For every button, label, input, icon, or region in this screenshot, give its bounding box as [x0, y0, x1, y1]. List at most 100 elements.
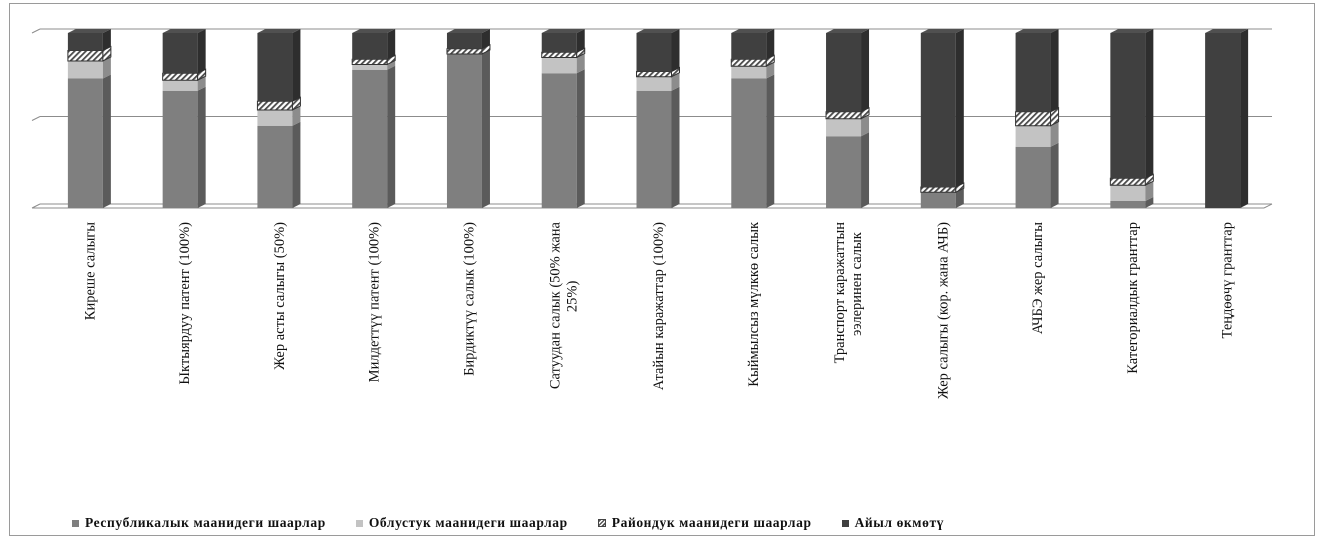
bar-segment-republican-side — [955, 188, 964, 208]
category-label-line: Жер салыгы (кор. жана АЧБ) — [935, 222, 951, 399]
legend-item-aiyl-okmotu: Айыл өкмөтү — [841, 515, 944, 531]
bar-segment-aiyl-okmotu-front — [1205, 33, 1241, 208]
bar-segment-oblast-front — [257, 110, 293, 126]
bar-segment-district-front — [162, 72, 199, 81]
bar-segment-oblast-side — [766, 62, 775, 79]
bar-segment-district — [256, 96, 301, 111]
bar-segment-republican — [826, 132, 870, 208]
legend-swatch-aiyl-okmotu — [841, 519, 849, 527]
bar-segment-oblast-side — [576, 53, 585, 74]
bar-segment-republican — [731, 74, 775, 208]
bar-stack — [256, 29, 301, 208]
legend-swatch-district-cities — [597, 519, 606, 527]
bar-segment-republican-front — [826, 136, 862, 208]
bar-stack — [541, 29, 586, 208]
category-label: Жер салыгы (кор. жана АЧБ) — [935, 222, 951, 399]
category-label: Кыймылсыз мүлккө салык — [746, 221, 762, 387]
bar-segment-oblast-side — [1145, 181, 1154, 201]
bar-segment-oblast — [541, 53, 585, 74]
category-label-line: Транспорт каражаттын — [832, 222, 848, 364]
bar-layer — [67, 29, 1249, 208]
bar-segment-district-front — [920, 186, 957, 193]
bar-stack — [920, 29, 965, 208]
category-label: Бирдиктүү салык (100%) — [461, 222, 477, 376]
bar-segment-aiyl-okmotu-front — [636, 33, 672, 72]
bar-segment-aiyl-okmotu — [257, 29, 301, 102]
bar-segment-aiyl-okmotu-side — [671, 29, 680, 72]
bar-stack — [1109, 29, 1154, 208]
bar-segment-oblast — [352, 60, 396, 70]
bar-top-face — [352, 29, 396, 33]
legend-label-district-cities: Райондук маанидеги шаарлар — [611, 515, 812, 530]
bar-segment-republican-side — [292, 121, 301, 208]
bar-top-face — [636, 29, 680, 33]
bar-segment-aiyl-okmotu-front — [352, 33, 388, 60]
bar-segment-republican — [541, 69, 585, 208]
bar-segment-aiyl-okmotu-front — [731, 33, 767, 60]
bar-top-face — [257, 29, 301, 33]
bar-segment-oblast-side — [671, 72, 680, 91]
category-label-line: ээлеринен салык — [849, 231, 865, 336]
bar-segment-district-side — [1144, 173, 1154, 187]
bar-segment-oblast-front — [352, 64, 388, 70]
bar-segment-oblast-side — [1050, 121, 1059, 147]
bar-top-face — [731, 29, 775, 33]
bar-top-face — [541, 29, 585, 33]
category-label-line: Жер асты салыгы (50%) — [272, 222, 288, 370]
category-label: Милдеттүү патент (100%) — [367, 222, 383, 382]
bar-segment-republican-side — [671, 86, 680, 208]
legend-swatch-republican-cities — [72, 519, 79, 527]
bar-segment-republican-front — [636, 90, 672, 208]
legend: Республикалык маанидеги шаарлар Облустук… — [72, 512, 1302, 534]
category-label-line: Сатуудан салык (50% жана — [548, 221, 564, 389]
bar-top-face — [826, 29, 870, 33]
category-label-line: Атайын каражаттар (100%) — [651, 222, 667, 390]
legend-item-oblast-cities: Облустук маанидеги шаарлар — [355, 515, 568, 531]
bar-segment-district-front — [67, 50, 104, 62]
bar-stack — [730, 29, 775, 208]
bar-segment-republican-front — [920, 192, 956, 208]
bar-segment-district-front — [1015, 111, 1052, 127]
bar-segment-district-side — [386, 54, 396, 66]
bar-top-face — [67, 29, 111, 33]
bar-segment-oblast-front — [541, 57, 577, 74]
bar-segment-republican-front — [541, 73, 577, 208]
bar-segment-republican-front — [446, 54, 482, 208]
bar-segment-republican-side — [576, 69, 585, 208]
bar-segment-republican-side — [766, 74, 775, 208]
category-label: Категориалдык гранттар — [1125, 222, 1141, 374]
bar-segment-aiyl-okmotu-front — [826, 33, 862, 112]
bar-segment-district-front — [636, 71, 672, 78]
category-label-line: Кыймылсыз мүлккө салык — [746, 221, 762, 387]
category-label-line: АЧБЭ жер салыгы — [1030, 222, 1046, 334]
bar-stack — [162, 29, 207, 208]
bar-segment-district-front — [541, 51, 578, 58]
bar-segment-aiyl-okmotu-front — [920, 33, 956, 187]
bar-segment-district-front — [730, 58, 767, 67]
bar-segment-republican-side — [197, 86, 206, 208]
category-label-line: Киреше салыгы — [82, 222, 98, 320]
bar-segment-oblast-front — [1015, 125, 1051, 147]
bar-top-face — [1015, 29, 1059, 33]
legend-label-oblast-cities: Облустук маанидеги шаарлар — [368, 515, 568, 530]
bar-segment-aiyl-okmotu — [541, 29, 585, 53]
bar-segment-oblast — [1110, 181, 1154, 201]
bar-segment-aiyl-okmotu-front — [1015, 33, 1051, 112]
legend-label-republican-cities: Республикалык маанидеги шаарлар — [85, 515, 326, 530]
bar-segment-district-front — [446, 48, 483, 55]
bar-segment-republican-front — [1015, 146, 1051, 208]
bar-segment-oblast — [731, 62, 775, 79]
bar-segment-oblast-front — [67, 61, 103, 79]
bar-segment-aiyl-okmotu-side — [387, 29, 396, 60]
bar-segment-oblast — [162, 76, 206, 91]
bar-segment-oblast-front — [636, 76, 672, 91]
bar-segment-aiyl-okmotu-front — [162, 33, 198, 74]
bar-stack — [446, 29, 491, 208]
bar-segment-republican — [1015, 142, 1059, 208]
bar-segment-republican-front — [352, 69, 388, 208]
bar-segment-republican-side — [1145, 197, 1154, 208]
bar-segment-aiyl-okmotu — [636, 29, 680, 72]
category-label-line: Теңдөөчү гранттар — [1220, 222, 1236, 338]
category-label-line: Ыктыярдуу патент (100%) — [177, 222, 193, 385]
